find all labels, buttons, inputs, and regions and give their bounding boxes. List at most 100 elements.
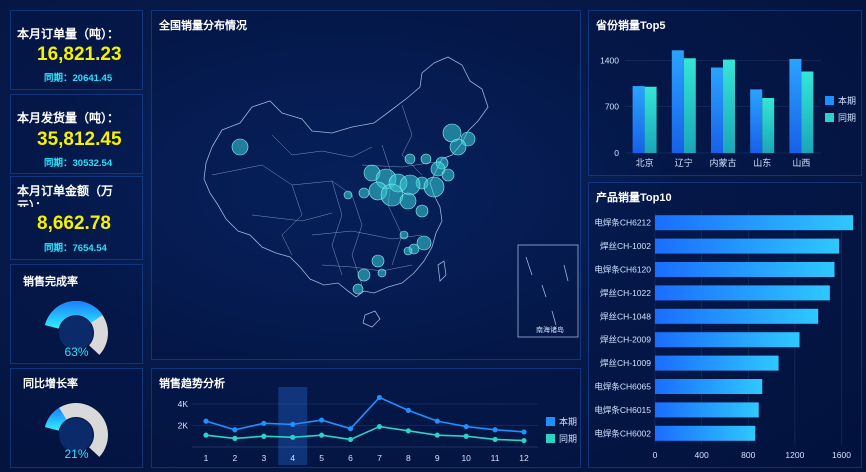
series-point-previous (319, 432, 325, 438)
x-tick-label: 3 (261, 453, 266, 463)
kpi-panel-shipments: 本月发货量（吨）： 35,812.45 同期：30532.54 (10, 94, 143, 174)
gauge-completion-value: 63% (64, 345, 89, 359)
series-point-current (521, 429, 527, 435)
y-tick-label: 700 (605, 102, 619, 112)
bar-previous (683, 58, 696, 154)
map-bubble (430, 161, 446, 177)
x-tick-label: 5 (319, 453, 324, 463)
bar-product (655, 215, 854, 231)
bar-product (655, 262, 835, 277)
kpi-shipments-value: 35,812.45 (37, 129, 122, 150)
x-tick-label: 400 (695, 450, 709, 460)
series-point-previous (434, 432, 440, 438)
bar-product (655, 332, 800, 348)
trend-panel: 销售趋势分析 2K 4K 1 2 3 4 5 6 7 8 9 10 11 12 本期 同期 (151, 368, 581, 468)
trend-legend-previous: 同期 (546, 432, 577, 445)
bar-product (655, 379, 763, 394)
series-point-previous (463, 433, 469, 439)
bar-previous (644, 86, 657, 153)
series-point-current (347, 426, 354, 432)
bar-product (655, 425, 756, 441)
kpi-orders-sub: 同期：20641.45 (44, 73, 113, 84)
series-point-previous (261, 433, 267, 439)
map-bubble (399, 192, 417, 210)
x-tick-label: 山西 (792, 158, 810, 168)
taiwan-island (437, 260, 447, 282)
x-tick-label: 1200 (785, 450, 804, 460)
gauge-growth-title: 同比增长率 (23, 378, 78, 390)
x-tick-label: 10 (461, 453, 471, 463)
series-point-current (203, 418, 209, 424)
series-point-previous (376, 423, 383, 430)
bar-product (655, 285, 830, 301)
x-tick-label: 6 (348, 453, 353, 463)
bar-previous (801, 71, 814, 153)
province-legend-previous: 同期 (825, 111, 856, 124)
map-title: 全国销量分布情况 (159, 20, 247, 32)
trend-title: 销售趋势分析 (159, 378, 225, 390)
x-tick-label: 4 (290, 453, 295, 463)
trend-legend-current: 本期 (546, 415, 577, 428)
gauge-panel-growth: 同比增长率 21% (10, 368, 143, 468)
trend-legend-previous-label: 同期 (559, 434, 578, 444)
series-point-current (261, 420, 267, 426)
y-tick-label: 焊丝CH-1009 (600, 358, 651, 368)
series-point-previous (492, 436, 498, 443)
x-tick-label: 2 (233, 453, 238, 463)
series-point-current (492, 427, 498, 433)
series-point-current (463, 423, 469, 430)
legend-swatch-current (546, 417, 555, 426)
x-tick-label: 800 (741, 450, 755, 460)
map-bubble (449, 138, 467, 156)
map-bubble (352, 283, 364, 295)
y-tick-label: 电焊条CH6212 (594, 218, 651, 228)
series-point-previous (521, 437, 527, 444)
gauge-panel-completion: 销售完成率 63% (10, 264, 143, 364)
series-point-current (232, 427, 238, 433)
map-bubble (343, 190, 353, 200)
y-tick-label: 1400 (600, 55, 619, 65)
y-tick-label: 0 (614, 148, 619, 158)
map-bubble (404, 153, 416, 165)
x-tick-label: 12 (519, 453, 529, 463)
south-china-sea-inset: 南海诸岛 (517, 244, 579, 338)
kpi-amount-sub: 同期：7654.54 (44, 243, 107, 254)
bar-current (632, 86, 645, 153)
bar-current (711, 67, 723, 153)
gauge-fill (45, 301, 103, 329)
gauge-completion-title: 销售完成率 (23, 276, 78, 288)
x-tick-label: 内蒙古 (709, 157, 736, 168)
x-tick-label: 0 (653, 450, 658, 460)
x-tick-label: 1600 (832, 450, 851, 460)
map-bubble (399, 174, 421, 196)
map-bubble (357, 268, 371, 282)
x-tick-label: 8 (406, 453, 411, 463)
map-bubble (231, 138, 249, 156)
gauge-center (59, 418, 93, 452)
gauge-center (59, 316, 93, 350)
map-bubble (399, 230, 409, 240)
map-bubble (358, 187, 370, 199)
map-bubbles (231, 123, 476, 295)
province-top5-chart[interactable]: 0 700 1400 北京 辽宁 内蒙古 山东 山西 (589, 11, 861, 175)
bar-current (789, 58, 802, 153)
bar-current (671, 50, 684, 153)
bar-product (655, 355, 779, 371)
y-tick-label: 焊丝CH-1022 (600, 288, 651, 298)
map-bubble (380, 183, 404, 207)
legend-swatch-current (825, 96, 834, 105)
kpi-panel-amount: 本月订单金额（万元）： 8,662.78 同期：7654.54 (10, 176, 143, 260)
product-top10-panel: 产品销量Top10 0 400 800 1200 1600 电焊条CH6212 焊丝CH-1… (588, 182, 862, 468)
inset-label: 南海诸岛 (536, 325, 564, 334)
kpi-shipments-sub: 同期：30532.54 (44, 158, 113, 169)
x-tick-label: 山东 (753, 157, 771, 168)
y-tick-label: 电焊条CH6002 (594, 428, 651, 438)
china-map[interactable]: 南海诸岛 (152, 35, 580, 355)
series-line-current (205, 396, 525, 433)
map-panel: 全国销量分布情况 南海诸岛 (151, 10, 581, 360)
product-top10-chart[interactable]: 0 400 800 1200 1600 电焊条CH6212 焊丝CH-1002 电焊条CH61… (589, 183, 861, 467)
series-line-previous (205, 425, 525, 442)
trend-legend-current-label: 本期 (559, 417, 578, 427)
y-tick-label: 电焊条CH6065 (594, 382, 651, 392)
